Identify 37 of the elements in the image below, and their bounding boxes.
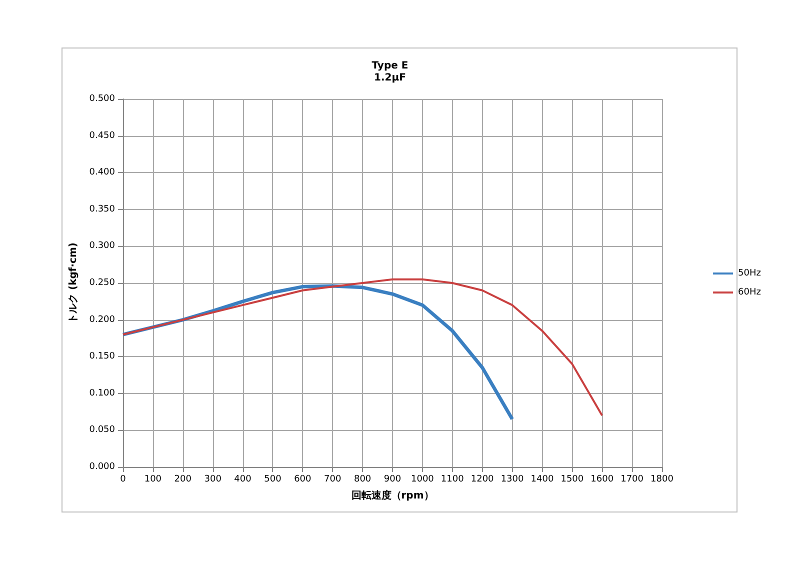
y-tick-label: 0.500: [89, 94, 116, 104]
y-tick-label: 0.300: [89, 241, 116, 252]
x-tick-label: 1200: [470, 474, 494, 484]
chart-subtitle: 1.2µF: [374, 72, 406, 84]
x-tick-label: 1400: [530, 474, 554, 484]
y-tick-label: 0.150: [89, 352, 116, 362]
y-tick-label: 0.050: [89, 425, 116, 436]
x-axis-title: 回転速度（rpm）: [351, 490, 434, 502]
y-axis-title: トルク (kgf·cm): [68, 242, 79, 324]
x-tick-label: 400: [234, 474, 252, 484]
y-tick-label: 0.000: [89, 462, 116, 472]
legend-label: 60Hz: [738, 288, 762, 298]
x-tick-label: 1100: [440, 474, 464, 484]
y-tick-label: 0.100: [89, 388, 116, 398]
x-tick-label: 200: [174, 474, 192, 484]
x-tick-label: 0: [120, 474, 126, 484]
y-tick-label: 0.400: [89, 168, 116, 178]
x-tick-label: 1000: [410, 474, 434, 484]
x-tick-label: 1300: [500, 474, 524, 484]
y-tick-label: 0.200: [89, 314, 116, 325]
x-tick-label: 700: [324, 474, 342, 484]
line-series: [122, 278, 604, 416]
y-tick-label: 0.350: [89, 204, 116, 214]
chart-title: Type E: [372, 60, 408, 72]
x-tick-label: 1800: [650, 474, 674, 484]
x-tick-label: 1500: [560, 474, 584, 484]
x-tick-label: 100: [144, 474, 162, 484]
x-tick-label: 800: [354, 474, 372, 484]
x-tick-label: 1600: [590, 474, 614, 484]
x-tick-label: 1700: [620, 474, 644, 484]
x-tick-label: 300: [204, 474, 222, 484]
x-tick-label: 900: [384, 474, 402, 484]
x-tick-label: 600: [294, 474, 312, 484]
y-tick-label: 0.450: [89, 130, 116, 141]
x-tick-label: 500: [264, 474, 282, 484]
y-tick-label: 0.250: [89, 278, 116, 288]
legend-label: 50Hz: [738, 268, 762, 278]
